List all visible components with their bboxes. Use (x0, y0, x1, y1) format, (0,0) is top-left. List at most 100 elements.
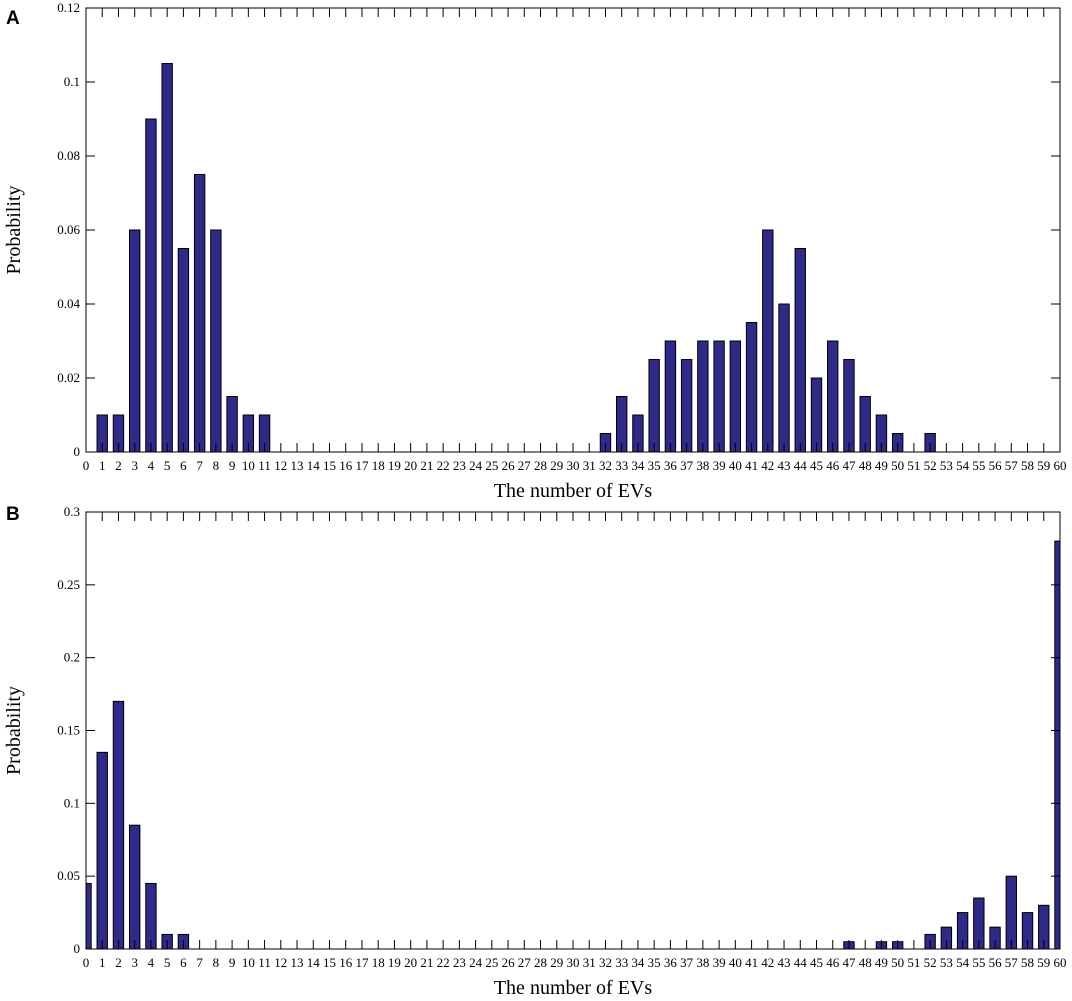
x-tick-label: 57 (1005, 955, 1019, 970)
x-tick-label: 36 (664, 955, 678, 970)
panel-letter: A (6, 8, 20, 29)
bar-40 (729, 340, 742, 453)
x-tick-label: 44 (794, 955, 808, 970)
bar-7 (193, 174, 206, 453)
x-tick-label: 30 (567, 955, 580, 970)
x-tick-label: 18 (372, 458, 385, 473)
x-tick-label: 10 (242, 955, 255, 970)
x-tick-label: 22 (437, 955, 450, 970)
x-tick-label: 35 (648, 458, 661, 473)
x-tick-label: 58 (1021, 955, 1034, 970)
x-tick-label: 44 (794, 458, 808, 473)
x-tick-label: 12 (274, 458, 287, 473)
x-tick-label: 20 (404, 458, 417, 473)
x-tick-label: 46 (826, 955, 840, 970)
x-tick-label: 23 (453, 955, 466, 970)
x-tick-label: 14 (307, 955, 321, 970)
x-tick-label: 51 (907, 458, 920, 473)
bar-5 (161, 63, 173, 453)
x-tick-label: 31 (583, 955, 596, 970)
x-tick-label: 17 (355, 955, 369, 970)
x-tick-label: 40 (729, 458, 742, 473)
x-tick-label: 34 (631, 955, 645, 970)
x-tick-label: 54 (956, 458, 970, 473)
x-tick-label: 56 (989, 458, 1003, 473)
x-tick-label: 15 (323, 955, 336, 970)
bar-42 (762, 229, 774, 453)
x-tick-label: 8 (213, 458, 220, 473)
x-tick-label: 0 (83, 955, 90, 970)
x-tick-label: 30 (567, 458, 580, 473)
bar-35 (648, 359, 660, 453)
bar-37 (680, 359, 693, 453)
x-tick-label: 38 (696, 458, 709, 473)
x-tick-label: 28 (534, 458, 547, 473)
x-tick-label: 11 (258, 458, 271, 473)
x-tick-label: 12 (274, 955, 287, 970)
x-tick-label: 34 (631, 458, 645, 473)
x-tick-label: 23 (453, 458, 466, 473)
x-axis-label: The number of EVs (494, 977, 653, 999)
bar-3 (129, 229, 141, 453)
x-tick-label: 19 (388, 955, 401, 970)
x-tick-label: 59 (1037, 955, 1050, 970)
bar-44 (794, 248, 806, 453)
x-tick-label: 45 (810, 955, 823, 970)
x-tick-label: 1 (99, 458, 106, 473)
x-tick-label: 26 (502, 955, 516, 970)
bar-8 (210, 229, 222, 453)
y-tick-label: 0.04 (57, 296, 80, 311)
x-axis-label: The number of EVs (494, 480, 653, 502)
x-tick-label: 13 (291, 955, 304, 970)
x-tick-label: 6 (180, 955, 187, 970)
x-tick-label: 3 (131, 955, 138, 970)
x-tick-label: 8 (213, 955, 220, 970)
x-tick-label: 13 (291, 458, 304, 473)
x-tick-label: 21 (420, 458, 433, 473)
bar-45 (810, 377, 823, 453)
y-tick-label: 0.1 (64, 795, 80, 810)
x-tick-label: 53 (940, 458, 953, 473)
bar-43 (778, 303, 790, 453)
x-tick-label: 7 (196, 458, 203, 473)
x-tick-label: 49 (875, 458, 888, 473)
x-tick-label: 48 (859, 458, 872, 473)
x-tick-label: 3 (131, 458, 138, 473)
bar-4 (145, 882, 157, 950)
x-tick-label: 48 (859, 955, 872, 970)
x-tick-label: 58 (1021, 458, 1034, 473)
y-tick-label: 0.25 (57, 577, 80, 592)
x-tick-label: 25 (485, 955, 498, 970)
x-tick-label: 55 (972, 458, 985, 473)
bar-0 (85, 882, 92, 950)
bar-47 (843, 359, 855, 453)
y-tick-label: 0.15 (57, 723, 80, 738)
bar-60 (1054, 540, 1061, 950)
x-tick-label: 11 (258, 955, 271, 970)
y-axis-label: Probability (3, 186, 25, 275)
x-tick-label: 43 (778, 458, 791, 473)
x-tick-label: 56 (989, 955, 1003, 970)
y-tick-label: 0.05 (57, 868, 80, 883)
y-tick-label: 0.06 (57, 222, 80, 237)
x-tick-label: 19 (388, 458, 401, 473)
x-tick-label: 39 (713, 458, 726, 473)
x-tick-label: 20 (404, 955, 417, 970)
x-tick-label: 17 (355, 458, 369, 473)
chart-panel-a: A0 1 2 3 4 5 6 7 8 9 10 11 12 13 14 15 16 17 18 19 20 21 22 23 2… (3, 0, 1067, 502)
x-tick-label: 40 (729, 955, 742, 970)
x-tick-label: 41 (745, 458, 758, 473)
x-tick-label: 33 (615, 458, 628, 473)
bar-41 (745, 322, 758, 453)
y-tick-label: 0 (74, 444, 81, 459)
x-tick-label: 53 (940, 955, 953, 970)
bar-36 (664, 340, 677, 453)
bar-2 (112, 700, 125, 950)
x-tick-label: 24 (469, 458, 483, 473)
bar-4 (145, 118, 157, 453)
x-tick-label: 16 (339, 458, 353, 473)
x-tick-label: 32 (599, 955, 612, 970)
axes-frame (85, 511, 1061, 950)
x-tick-label: 10 (242, 458, 255, 473)
x-tick-label: 50 (891, 955, 904, 970)
